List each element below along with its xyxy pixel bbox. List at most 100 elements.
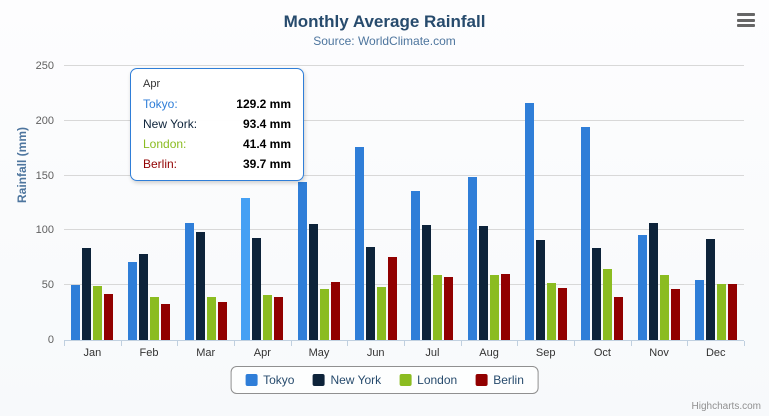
legend-item-tokyo[interactable]: Tokyo — [245, 373, 294, 387]
tooltip-series-value: 41.4 mm — [242, 137, 291, 151]
bar-new-york-jan[interactable] — [82, 248, 92, 340]
legend-label: London — [417, 373, 458, 387]
bar-new-york-jul[interactable] — [422, 224, 432, 340]
bar-berlin-jan[interactable] — [104, 293, 114, 340]
bar-group-aug — [461, 66, 518, 340]
bar-new-york-dec[interactable] — [705, 238, 715, 340]
tooltip-series-label: London: — [143, 137, 187, 151]
gridline — [64, 119, 744, 121]
bar-new-york-feb[interactable] — [139, 253, 148, 340]
x-axis-tick — [574, 341, 575, 346]
bar-berlin-jul[interactable] — [444, 277, 454, 340]
legend-item-london[interactable]: London — [399, 373, 457, 387]
bar-new-york-mar[interactable] — [195, 232, 205, 340]
bar-group-sep — [517, 66, 574, 340]
x-tick-label: Jul — [425, 347, 440, 359]
bar-berlin-may[interactable] — [331, 282, 341, 340]
legend-symbol — [312, 374, 325, 386]
x-tick-label: Sep — [535, 347, 556, 359]
tooltip-series-value: 129.2 mm — [236, 97, 291, 111]
gridline — [64, 229, 744, 231]
bar-london-may[interactable] — [320, 288, 330, 340]
menu-bar — [737, 18, 755, 22]
plot-area — [64, 65, 744, 341]
x-tick-label: Aug — [479, 347, 499, 359]
bar-group-apr — [234, 66, 291, 340]
bar-tokyo-jan[interactable] — [71, 285, 81, 340]
y-tick-label: 150 — [35, 169, 54, 182]
tooltip-series-label: Tokyo: — [143, 97, 178, 111]
gridline — [64, 65, 744, 66]
bar-new-york-may[interactable] — [309, 223, 319, 340]
bar-new-york-sep[interactable] — [535, 240, 545, 340]
bar-london-feb[interactable] — [150, 297, 159, 340]
x-axis-tick — [687, 341, 689, 346]
bar-tokyo-aug[interactable] — [468, 177, 478, 340]
x-axis-labels: Jan Feb Mar Apr May Jun Jul Aug Sep Oct Nov Dec — [64, 347, 744, 359]
x-axis-tick — [290, 341, 292, 346]
bar-berlin-oct[interactable] — [614, 297, 624, 340]
legend-item-berlin[interactable]: Berlin — [475, 373, 524, 387]
bar-tokyo-sep[interactable] — [524, 102, 534, 340]
bar-tokyo-apr[interactable] — [241, 198, 251, 340]
bar-berlin-feb[interactable] — [161, 303, 170, 340]
legend-item-new-york[interactable]: New York — [312, 373, 381, 387]
bar-group-nov — [631, 66, 688, 340]
bar-tokyo-dec[interactable] — [694, 280, 704, 340]
credits-link[interactable]: Highcharts.com — [691, 401, 761, 412]
bar-new-york-aug[interactable] — [479, 225, 489, 340]
bar-london-jan[interactable] — [93, 286, 103, 340]
bar-tokyo-oct[interactable] — [581, 127, 591, 340]
bar-new-york-apr[interactable] — [252, 237, 262, 340]
bar-berlin-dec[interactable] — [727, 284, 737, 340]
chart-title: Monthly Average Rainfall — [283, 12, 486, 31]
bar-london-apr[interactable] — [263, 294, 273, 340]
x-axis-tick — [460, 341, 462, 346]
bar-new-york-jun[interactable] — [365, 247, 375, 340]
menu-bar — [737, 24, 755, 27]
bar-berlin-mar[interactable] — [217, 302, 227, 340]
bar-london-jun[interactable] — [376, 287, 386, 340]
x-tick-label: Jun — [366, 347, 385, 359]
bar-berlin-sep[interactable] — [557, 287, 567, 340]
x-axis-tick — [347, 341, 349, 346]
bar-new-york-nov[interactable] — [649, 223, 659, 340]
bar-london-jul[interactable] — [433, 275, 443, 340]
y-tick-label: 250 — [35, 60, 54, 72]
bar-tokyo-jul[interactable] — [411, 191, 421, 340]
x-axis-tick — [120, 341, 122, 346]
bar-london-sep[interactable] — [546, 282, 556, 340]
bar-london-dec[interactable] — [716, 283, 726, 340]
bar-tokyo-nov[interactable] — [638, 235, 648, 340]
bar-groups — [64, 66, 744, 340]
gridline — [64, 284, 744, 286]
bar-group-feb — [121, 66, 178, 340]
bar-london-mar[interactable] — [206, 296, 216, 340]
bar-berlin-jun[interactable] — [387, 257, 397, 340]
bar-tokyo-may[interactable] — [298, 182, 308, 340]
x-axis-tick — [404, 341, 405, 346]
bar-tokyo-feb[interactable] — [128, 261, 137, 340]
x-axis-tick — [744, 341, 745, 346]
gridline — [64, 174, 744, 176]
menu-bar — [737, 13, 755, 16]
bar-berlin-aug[interactable] — [501, 273, 511, 340]
x-axis-tick — [234, 341, 235, 346]
bar-london-aug[interactable] — [490, 274, 500, 340]
y-tick-label: 100 — [35, 224, 54, 237]
bar-berlin-nov[interactable] — [671, 288, 681, 340]
x-tick-label: Dec — [705, 347, 726, 359]
bar-tokyo-mar[interactable] — [184, 223, 194, 340]
legend: Tokyo New York London Berlin — [230, 366, 539, 394]
x-tick-label: Oct — [593, 347, 611, 359]
tooltip-header: Apr — [143, 78, 161, 90]
bar-berlin-apr[interactable] — [274, 296, 284, 340]
bar-new-york-oct[interactable] — [592, 248, 602, 340]
x-tick-label: Apr — [253, 347, 271, 359]
bar-london-oct[interactable] — [603, 268, 613, 340]
bar-london-nov[interactable] — [660, 275, 670, 340]
tooltip-series-label: New York: — [143, 117, 198, 131]
bar-tokyo-jun[interactable] — [354, 147, 364, 340]
export-menu-icon[interactable] — [737, 13, 755, 27]
